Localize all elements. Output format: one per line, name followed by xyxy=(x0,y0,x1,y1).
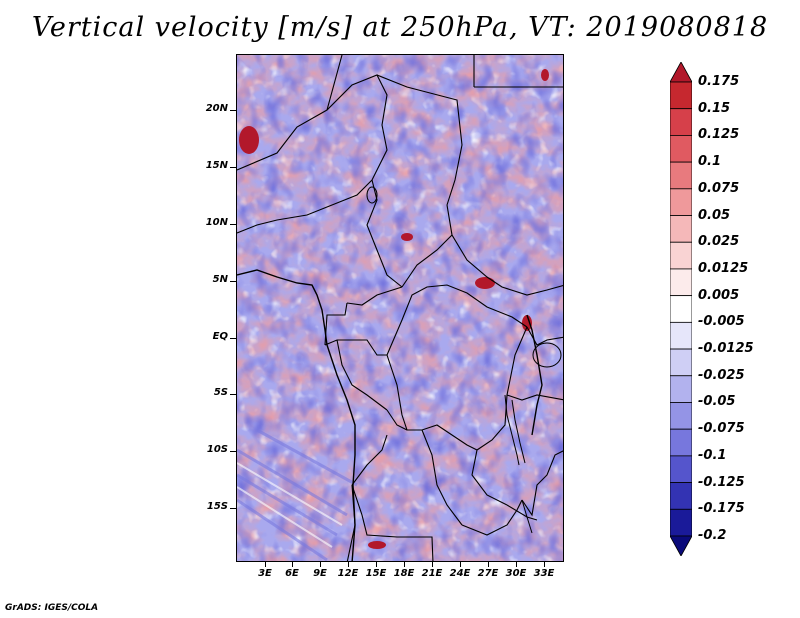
lat-tick xyxy=(230,451,236,452)
lat-label: 20N xyxy=(205,103,228,114)
lat-tick xyxy=(230,167,236,168)
colorbar-label: -0.025 xyxy=(698,367,745,383)
colorbar-segment xyxy=(670,295,692,323)
colorbar-segment xyxy=(670,375,692,403)
colorbar-segment xyxy=(670,215,692,243)
colorbar-label: 0.025 xyxy=(698,234,740,250)
lon-tick xyxy=(292,562,293,567)
colorbar-label: -0.175 xyxy=(698,501,745,517)
lat-tick xyxy=(230,508,236,509)
lat-tick xyxy=(230,281,236,282)
lat-tick xyxy=(230,110,236,111)
lon-label: 27E xyxy=(477,568,499,579)
colorbar-label: 0.125 xyxy=(698,127,740,143)
colorbar xyxy=(670,62,692,556)
colorbar-label: -0.125 xyxy=(698,474,745,490)
strong-updraft-patches xyxy=(239,69,549,549)
lon-tick xyxy=(376,562,377,567)
lat-label: EQ xyxy=(212,331,228,342)
lon-label: 9E xyxy=(313,568,327,579)
lon-label: 21E xyxy=(421,568,443,579)
lat-label: 10S xyxy=(206,444,228,455)
lat-label: 15S xyxy=(206,501,228,512)
colorbar-label: 0.1 xyxy=(698,154,722,170)
colorbar-segment xyxy=(670,508,692,537)
lon-tick xyxy=(432,562,433,567)
lon-label: 3E xyxy=(258,568,272,579)
lakes xyxy=(366,186,562,534)
chart-title: Vertical velocity [m/s] at 250hPa, VT: 2… xyxy=(31,12,769,43)
colorbar-segment xyxy=(670,108,692,136)
colorbar-label: 0.05 xyxy=(698,207,731,223)
colorbar-segment xyxy=(670,482,692,510)
colorbar-segment xyxy=(670,81,692,110)
lon-label: 12E xyxy=(337,568,359,579)
colorbar-label: -0.005 xyxy=(698,314,745,330)
colorbar-label: 0.0125 xyxy=(698,260,749,276)
colorbar-segment xyxy=(670,135,692,163)
lon-label: 33E xyxy=(533,568,555,579)
colorbar-segment xyxy=(670,348,692,377)
colorbar-segment xyxy=(670,241,692,270)
lat-tick xyxy=(230,338,236,339)
coastline xyxy=(237,269,543,561)
map-panel xyxy=(236,54,564,562)
lon-label: 30E xyxy=(505,568,527,579)
colorbar-segment xyxy=(670,402,692,430)
lon-label: 6E xyxy=(285,568,299,579)
lat-label: 15N xyxy=(205,160,228,171)
colorbar-segment xyxy=(670,428,692,457)
colorbar-label: 0.15 xyxy=(698,100,731,116)
lat-label: 5N xyxy=(212,274,228,285)
colorbar-label: 0.175 xyxy=(698,74,740,89)
colorbar-segment xyxy=(670,161,692,190)
lon-tick xyxy=(488,562,489,567)
velocity-field-map xyxy=(237,55,563,561)
lon-tick xyxy=(348,562,349,567)
colorbar-segment xyxy=(670,455,692,483)
lat-label: 10N xyxy=(205,217,228,228)
colorbar-label: 0.005 xyxy=(698,287,740,303)
lon-tick xyxy=(460,562,461,567)
colorbar-label: -0.05 xyxy=(698,394,736,410)
lon-tick xyxy=(544,562,545,567)
lon-label: 15E xyxy=(365,568,387,579)
colorbar-label: 0.075 xyxy=(698,180,740,196)
credit-text: GrADS: IGES/COLA xyxy=(5,603,99,613)
lat-tick xyxy=(230,224,236,225)
colorbar-top-arrow xyxy=(670,62,692,83)
lon-tick xyxy=(320,562,321,567)
lon-tick xyxy=(265,562,266,567)
colorbar-label: -0.075 xyxy=(698,421,745,437)
colorbar-segment xyxy=(670,321,692,350)
colorbar-segment xyxy=(670,268,692,297)
lat-label: 5S xyxy=(213,387,228,398)
colorbar-bottom-arrow xyxy=(670,535,692,556)
lon-tick xyxy=(516,562,517,567)
lon-label: 24E xyxy=(449,568,471,579)
colorbar-segment xyxy=(670,188,692,216)
colorbar-label: -0.1 xyxy=(698,447,727,463)
lon-label: 18E xyxy=(393,568,415,579)
colorbar-label: -0.2 xyxy=(698,528,727,543)
lon-tick xyxy=(404,562,405,567)
lat-tick xyxy=(230,394,236,395)
colorbar-label: -0.0125 xyxy=(698,341,754,357)
